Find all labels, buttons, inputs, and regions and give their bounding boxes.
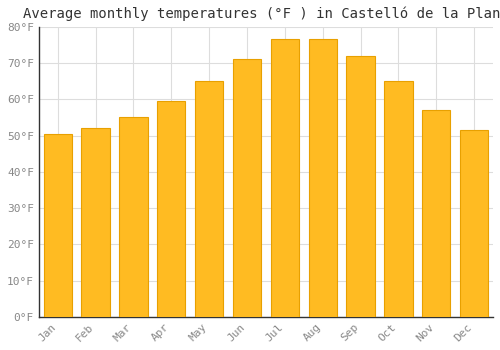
Bar xyxy=(422,110,450,317)
Bar xyxy=(195,81,224,317)
Bar xyxy=(44,134,72,317)
Bar xyxy=(119,117,148,317)
Bar xyxy=(384,81,412,317)
Bar xyxy=(82,128,110,317)
Bar xyxy=(157,101,186,317)
Bar xyxy=(308,40,337,317)
Bar xyxy=(233,60,261,317)
Bar xyxy=(460,130,488,317)
Bar xyxy=(346,56,375,317)
Bar xyxy=(270,40,299,317)
Title: Average monthly temperatures (°F ) in Castelló de la Plana: Average monthly temperatures (°F ) in Ca… xyxy=(23,7,500,21)
